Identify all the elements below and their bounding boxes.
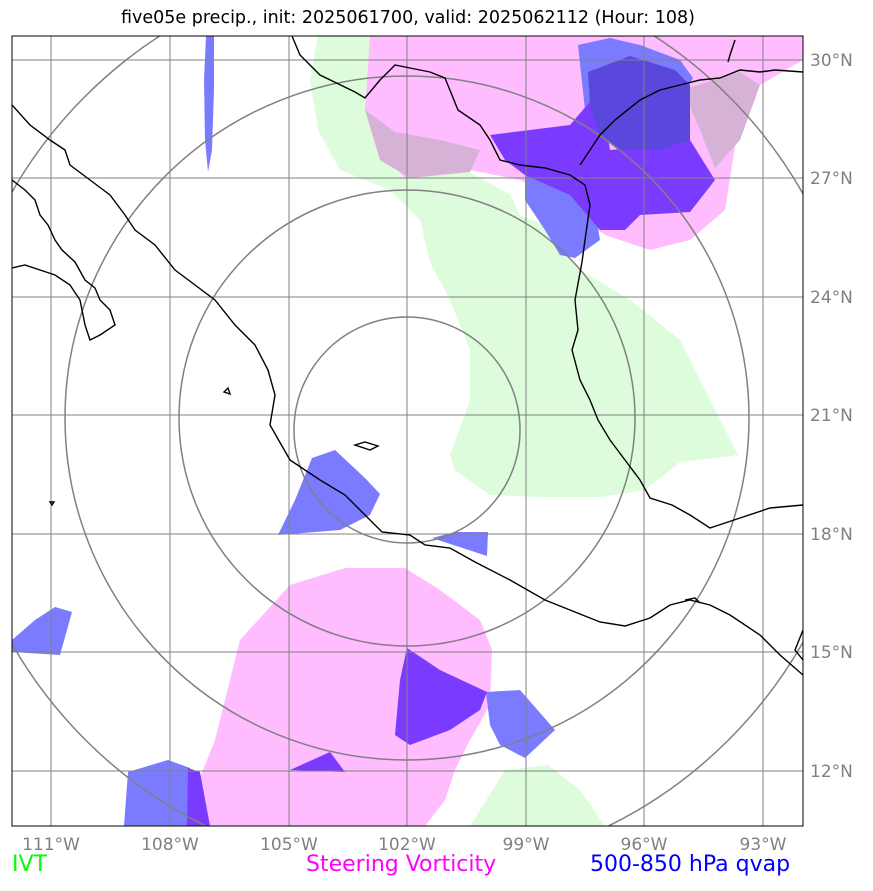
map-title: five05e precip., init: 2025061700, valid…	[121, 8, 695, 28]
lon-label: 102°W	[378, 835, 436, 855]
lon-label: 108°W	[141, 835, 199, 855]
qvap-cap	[588, 56, 690, 150]
lat-labels: 30°N 27°N 24°N 21°N 18°N 15°N 12°N	[810, 51, 853, 782]
lat-label: 18°N	[810, 525, 853, 545]
legend-ivt: IVT	[12, 852, 47, 877]
overlap-qvap-vorticity	[187, 90, 715, 826]
legend-qvap: 500-850 hPa qvap	[590, 852, 791, 877]
coastlines	[12, 36, 803, 676]
lat-label: 30°N	[810, 51, 853, 71]
gridlines	[12, 36, 803, 826]
ivt-shading	[310, 36, 738, 826]
lat-label: 24°N	[810, 288, 853, 308]
lat-label: 15°N	[810, 643, 853, 663]
map-layers	[12, 36, 803, 826]
lon-label: 93°W	[740, 835, 787, 855]
lon-label: 96°W	[621, 835, 668, 855]
legend-steering-vorticity: Steering Vorticity	[306, 852, 497, 877]
lon-label: 105°W	[260, 835, 318, 855]
range-rings	[12, 36, 803, 826]
lon-labels: 111°W 108°W 105°W 102°W 99°W 96°W 93°W	[22, 835, 787, 855]
map-frame	[11, 35, 804, 827]
lat-label: 21°N	[810, 406, 853, 426]
overlap-shading	[365, 72, 760, 178]
lat-label: 27°N	[810, 169, 853, 189]
lon-label: 111°W	[22, 835, 80, 855]
lat-label: 12°N	[810, 762, 853, 782]
lon-label: 99°W	[503, 835, 550, 855]
